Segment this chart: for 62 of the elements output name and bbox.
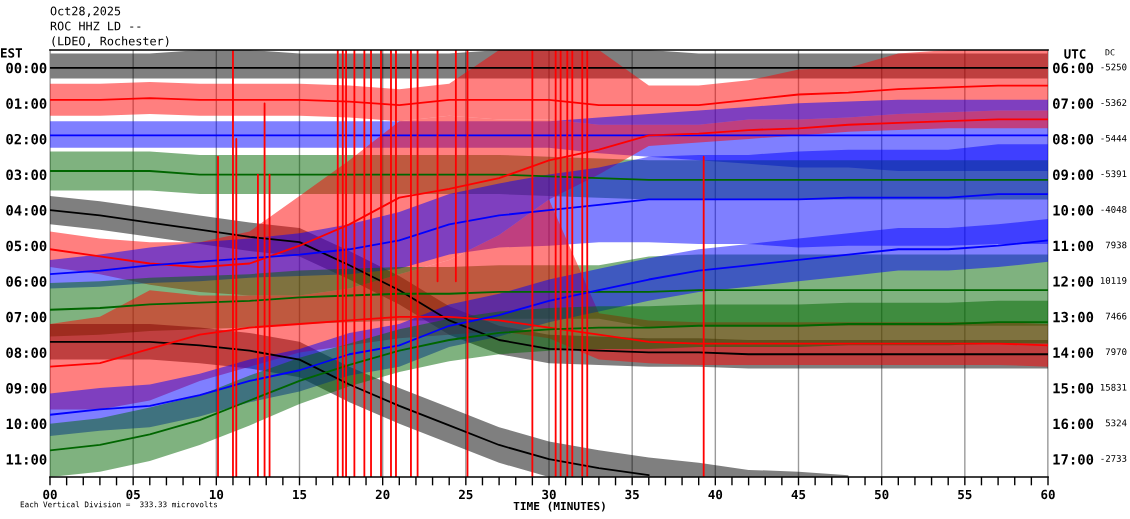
text: 7970	[1105, 348, 1127, 356]
chart-title: Oct28,2025	[50, 6, 121, 17]
text: 10119	[1100, 277, 1127, 284]
y-tick-label: 03:00	[6, 169, 47, 181]
x-tick-label: 45	[791, 489, 806, 500]
x-tick-label: 15	[293, 489, 307, 500]
x-tick-label: 20	[375, 489, 390, 500]
text: DC	[1105, 49, 1115, 56]
x-tick-label: 50	[875, 489, 889, 500]
y2-tick-label: 12:00	[1053, 276, 1094, 287]
y2-tick-label: 07:00	[1053, 98, 1094, 109]
x-tick-label: 35	[625, 489, 639, 500]
y2-tick-label: 08:00	[1053, 133, 1094, 145]
y2-tick-label: 17:00	[1053, 454, 1094, 465]
y-tick-label: 01:00	[6, 98, 47, 109]
y-tick-label: 04:00	[6, 205, 47, 216]
y-axis-title: EST	[1, 48, 23, 58]
line-series	[50, 321, 1048, 452]
y-tick-label: 00:00	[6, 62, 47, 74]
y2-tick-label: 13:00	[1053, 311, 1094, 323]
y2-tick-label: 09:00	[1053, 169, 1094, 181]
chart-subtitle: ROC HHZ LD --	[50, 21, 141, 31]
y-tick-label: 11:00	[6, 454, 47, 465]
y-tick-label: 07:00	[6, 311, 47, 323]
y2-tick-label: 16:00	[1053, 418, 1094, 430]
line-series	[50, 193, 1048, 276]
y2-axis-title: UTC	[1064, 49, 1086, 59]
y-tick-label: 10:00	[6, 418, 47, 430]
x-axis-title: TIME (MINUTES)	[513, 501, 605, 512]
text: -2733	[1101, 455, 1127, 462]
x-tick-label: 00	[43, 489, 57, 500]
y2-tick-label: 15:00	[1053, 383, 1094, 394]
text: -5444	[1101, 134, 1127, 142]
y-tick-label: 09:00	[6, 383, 47, 394]
text: 7466	[1105, 312, 1127, 320]
line-series	[50, 209, 1048, 356]
x-tick-label: 25	[459, 489, 473, 500]
x-tick-label: 30	[542, 489, 556, 500]
line-series	[50, 289, 1048, 311]
text: 7938	[1105, 241, 1127, 249]
y-tick-label: 08:00	[6, 347, 47, 358]
y2-tick-label: 06:00	[1053, 62, 1094, 74]
y-tick-label: 06:00	[6, 276, 47, 287]
x-tick-label: 55	[958, 489, 972, 500]
text: -5391	[1101, 170, 1127, 178]
text: 15831	[1100, 383, 1127, 391]
line-series	[50, 170, 1048, 181]
x-tick-label: 10	[209, 489, 224, 500]
y2-tick-label: 11:00	[1053, 240, 1094, 252]
y2-tick-label: 14:00	[1053, 347, 1094, 358]
x-tick-label: 60	[1041, 489, 1055, 500]
text: -5250	[1101, 63, 1127, 71]
text: (LDEO, Rochester)	[52, 36, 169, 47]
text: -5362	[1101, 99, 1127, 107]
text: -4048	[1101, 205, 1127, 213]
y-tick-label: 05:00	[6, 240, 47, 252]
y2-tick-label: 10:00	[1053, 205, 1094, 216]
x-tick-label: 05	[126, 489, 140, 500]
y-tick-label: 02:00	[6, 133, 47, 145]
text: 5324	[1105, 419, 1127, 427]
line-series	[50, 239, 1048, 416]
x-tick-label: 40	[708, 489, 723, 500]
